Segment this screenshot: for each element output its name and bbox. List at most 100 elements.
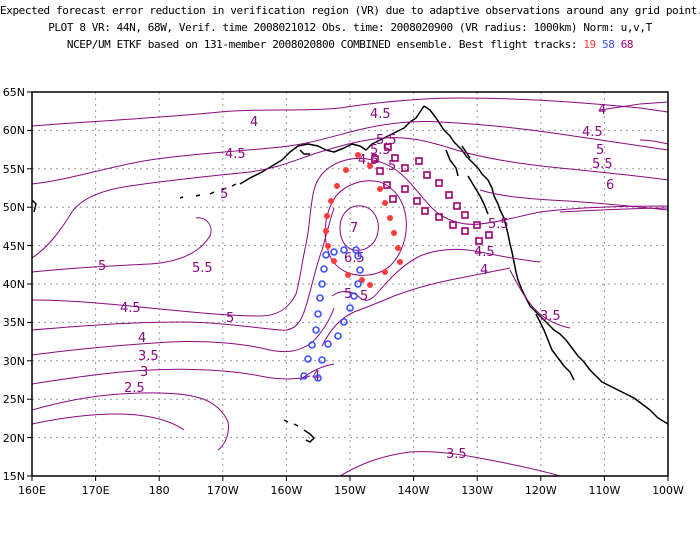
coastline bbox=[32, 105, 668, 443]
lat-label: 40N bbox=[3, 278, 25, 291]
track-68-point bbox=[473, 221, 481, 229]
contour-label: 5.5 bbox=[592, 157, 613, 172]
contour-label: 5 bbox=[388, 159, 396, 174]
lon-label: 160E bbox=[18, 484, 46, 497]
track-68-point bbox=[391, 154, 399, 162]
lat-label: 60N bbox=[3, 124, 25, 137]
track-58-point bbox=[320, 265, 328, 273]
title-line-3-text: NCEP/UM ETKF based on 131-member 2008020… bbox=[66, 38, 584, 51]
track-19-point bbox=[345, 272, 351, 278]
track-68-point bbox=[445, 191, 453, 199]
track-68-point bbox=[475, 237, 483, 245]
contour-label: 5 bbox=[226, 311, 234, 326]
lon-label: 140W bbox=[398, 484, 430, 497]
contour-label: 4.5 bbox=[120, 301, 141, 316]
track-19-point bbox=[395, 245, 401, 251]
lon-label: 160W bbox=[270, 484, 302, 497]
contour-label: 5.5 bbox=[192, 261, 213, 276]
track-19-point bbox=[367, 163, 373, 169]
lon-label: 110W bbox=[588, 484, 620, 497]
lat-label: 20N bbox=[3, 432, 25, 445]
track-58-point bbox=[300, 372, 308, 380]
contour-label: 4.5 bbox=[370, 107, 391, 122]
lat-label: 25N bbox=[3, 393, 25, 406]
track-58-point bbox=[308, 341, 316, 349]
track-58-point bbox=[314, 310, 322, 318]
lon-label: 180 bbox=[149, 484, 170, 497]
lat-label: 55N bbox=[3, 163, 25, 176]
axis-ticks bbox=[27, 91, 669, 481]
track-58-label: 58 bbox=[602, 38, 615, 51]
track-68-point bbox=[435, 213, 443, 221]
track-58-point bbox=[354, 280, 362, 288]
contour-label: 3.5 bbox=[138, 349, 159, 364]
track-19-point bbox=[387, 215, 393, 221]
contour-label: 6 bbox=[606, 178, 614, 193]
track-68-point bbox=[401, 164, 409, 172]
lat-label: 50N bbox=[3, 201, 25, 214]
contour-label: 4 bbox=[598, 103, 606, 118]
track-58-point bbox=[340, 318, 348, 326]
track-58-point bbox=[304, 355, 312, 363]
contour-label: 4 bbox=[138, 331, 146, 346]
track-58-point bbox=[318, 356, 326, 364]
track-68-point bbox=[413, 197, 421, 205]
lat-label: 45N bbox=[3, 240, 25, 253]
latitude-labels: 65N 60N 55N 50N 45N 40N 35N 30N 25N 20N … bbox=[3, 86, 25, 483]
contour-label: 4.5 bbox=[582, 125, 603, 140]
track-68-point bbox=[435, 179, 443, 187]
track-19-label: 19 bbox=[583, 38, 596, 51]
track-58-point bbox=[322, 251, 330, 259]
contour-label: 5 bbox=[596, 143, 604, 158]
track-58-point bbox=[324, 340, 332, 348]
longitude-labels: 160E 170E 180 170W 160W 150W 140W 130W 1… bbox=[18, 484, 684, 497]
contour-label: 2.5 bbox=[124, 381, 145, 396]
track-19-point bbox=[331, 258, 337, 264]
contour-label: 3.5 bbox=[540, 309, 561, 324]
track-58-point bbox=[334, 332, 342, 340]
track-58-point bbox=[356, 266, 364, 274]
contour-label: 5.5 bbox=[488, 217, 509, 232]
lat-label: 35N bbox=[3, 316, 25, 329]
track-68-label: 68 bbox=[620, 38, 634, 51]
flight-track-58 bbox=[300, 246, 364, 382]
track-58-point bbox=[316, 294, 324, 302]
track-68-point bbox=[383, 181, 391, 189]
track-68-point bbox=[371, 155, 379, 163]
lon-label: 130W bbox=[461, 484, 493, 497]
contour-label: 6.5 bbox=[344, 251, 365, 266]
track-19-point bbox=[325, 243, 331, 249]
lon-label: 170W bbox=[207, 484, 239, 497]
lat-label: 30N bbox=[3, 355, 25, 368]
contour-label: 4 bbox=[480, 263, 488, 278]
track-19-point bbox=[328, 198, 334, 204]
track-19-point bbox=[367, 282, 373, 288]
lon-label: 100W bbox=[652, 484, 684, 497]
track-19-point bbox=[334, 183, 340, 189]
track-68-point bbox=[485, 231, 493, 239]
contour-label: 3 bbox=[140, 365, 148, 380]
lat-label: 15N bbox=[3, 470, 25, 483]
track-19-point bbox=[323, 228, 329, 234]
lon-label: 170E bbox=[82, 484, 110, 497]
track-19-point bbox=[391, 230, 397, 236]
track-68-point bbox=[415, 157, 423, 165]
track-58-point bbox=[318, 280, 326, 288]
contour-label: 7 bbox=[350, 221, 358, 236]
flight-track-68 bbox=[371, 143, 493, 245]
track-68-point bbox=[461, 227, 469, 235]
track-19-point bbox=[377, 186, 383, 192]
track-58-point bbox=[340, 246, 348, 254]
contour-label: 3.5 bbox=[446, 447, 467, 462]
track-68-point bbox=[389, 195, 397, 203]
plot-title: Expected forecast error reduction in ver… bbox=[0, 0, 700, 70]
track-68-point bbox=[376, 167, 384, 175]
track-58-point bbox=[330, 248, 338, 256]
contour-label: 4.5 bbox=[474, 245, 495, 260]
title-line-3: NCEP/UM ETKF based on 131-member 2008020… bbox=[0, 38, 700, 51]
contour-label: 5 bbox=[98, 259, 106, 274]
track-68-point bbox=[449, 221, 457, 229]
track-68-point bbox=[461, 211, 469, 219]
track-19-point bbox=[382, 200, 388, 206]
